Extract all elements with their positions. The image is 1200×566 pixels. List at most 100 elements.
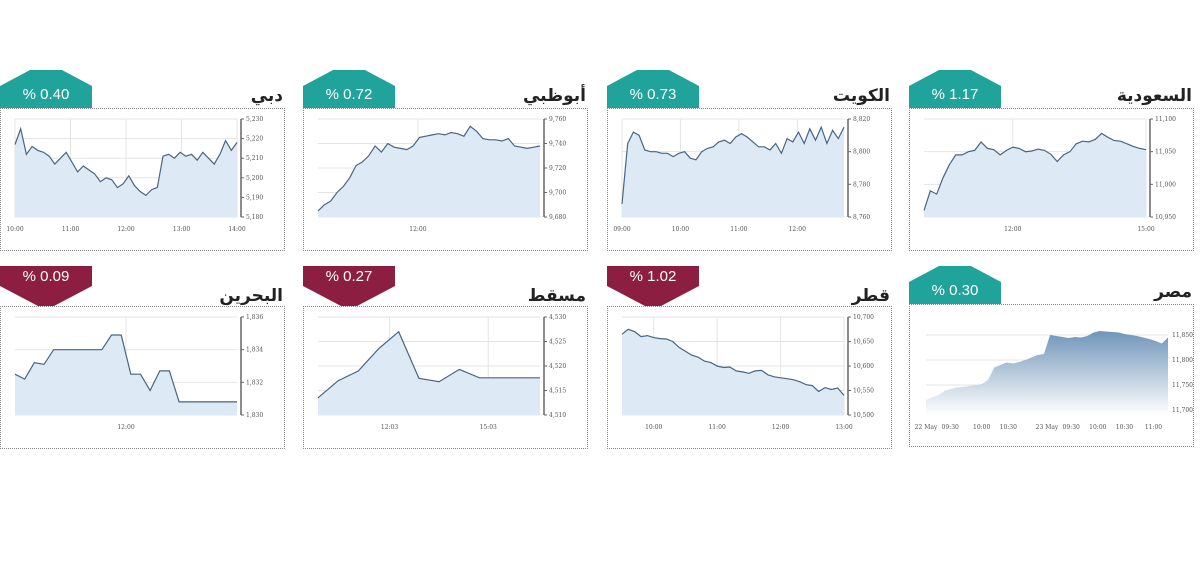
chart-panel-abudhabi: % 0.72 أبوظبي 12:00 9,760 9,740 9,720 9,700 9,6… <box>303 70 588 255</box>
y-tick-label: 11,000 <box>1155 181 1176 188</box>
change-badge: % 0.09 <box>0 266 92 306</box>
y-tick-label: 5,190 <box>246 194 263 201</box>
arrow-down-badge-shape <box>303 266 395 306</box>
x-tick-label: 15:00 <box>1137 226 1154 233</box>
series-line <box>621 125 845 204</box>
arrow-up-badge-shape <box>909 70 1001 108</box>
series-line <box>317 125 541 212</box>
y-tick-label: 10,650 <box>853 339 874 346</box>
y-tick-label: 10,500 <box>853 412 874 419</box>
chart-panel-qatar: % 1.02 قطر 10:00 11:00 12:00 13:00 10,700 10,65… <box>607 266 892 451</box>
chart-box: 10:00 11:00 12:00 13:00 14:00 5,230 5,220 5,210… <box>0 108 285 251</box>
change-badge: % 0.30 <box>909 266 1001 304</box>
change-badge: % 1.02 <box>607 266 699 306</box>
y-tick-label: 9,680 <box>549 214 566 221</box>
y-tick-label: 9,740 <box>549 141 566 148</box>
y-tick-label: 4,520 <box>549 363 566 370</box>
area-fill <box>318 331 540 415</box>
x-tick-label: 10:00 <box>645 424 662 431</box>
x-tick-label: 10:00 <box>973 424 990 431</box>
x-tick-label: 09:30 <box>1063 424 1080 431</box>
x-tick-label: 11:00 <box>708 424 725 431</box>
arrow-up-badge-shape <box>303 70 395 108</box>
arrow-up-badge-shape <box>909 266 1001 304</box>
series-line <box>317 330 540 399</box>
change-badge: % 0.72 <box>303 70 395 108</box>
y-tick-label: 11,100 <box>1155 116 1176 123</box>
y-tick-label: 11,050 <box>1155 149 1176 156</box>
series-line <box>923 132 1147 211</box>
area-fill <box>622 127 844 217</box>
x-tick-label: 14:00 <box>228 226 245 233</box>
x-tick-label: 12:00 <box>117 424 134 431</box>
market-title: مسقط <box>527 286 586 306</box>
x-tick-label: 10:30 <box>1116 424 1133 431</box>
x-tick-label: 12:00 <box>117 226 134 233</box>
area-fill <box>15 335 237 415</box>
change-percent: % 0.27 <box>325 268 373 285</box>
y-tick-label: 5,210 <box>246 155 263 162</box>
x-tick-label: 23 May <box>1036 424 1059 431</box>
chart-box: 12:00 15:00 11,100 11,050 11,000 10,950 <box>909 108 1194 251</box>
area-fill <box>622 329 844 415</box>
y-tick-label: 5,180 <box>246 214 263 221</box>
x-tick-label: 09:00 <box>613 226 630 233</box>
y-tick-label: 4,525 <box>549 339 566 346</box>
market-title: قطر <box>851 286 890 306</box>
x-tick-label: 13:00 <box>835 424 852 431</box>
x-tick-label: 15:03 <box>480 424 497 431</box>
y-tick-label: 1,836 <box>246 314 263 321</box>
area-fill <box>924 133 1146 217</box>
chart-panel-saudi: % 1.17 السعودية 12:00 15:00 11,100 11,050 11,0… <box>909 70 1194 255</box>
chart-box: 12:00 1,836 1,834 1,832 1,830 <box>0 306 285 449</box>
y-tick-label: 10,550 <box>853 388 874 395</box>
y-tick-label: 10,950 <box>1155 214 1176 221</box>
y-tick-label: 5,200 <box>246 175 263 182</box>
market-title: السعودية <box>1116 86 1192 106</box>
y-tick-label: 11,800 <box>1172 357 1193 364</box>
change-percent: % 0.72 <box>325 86 373 103</box>
chart-panel-bahrain: % 0.09 البحرين 12:00 1,836 1,834 1,832 1,830 <box>0 266 285 451</box>
y-tick-label: 1,830 <box>246 412 263 419</box>
y-tick-label: 4,530 <box>549 314 566 321</box>
x-tick-label: 12:00 <box>772 424 789 431</box>
series-line <box>14 334 237 403</box>
change-badge: % 0.40 <box>0 70 92 108</box>
y-tick-label: 9,720 <box>549 165 566 172</box>
x-tick-label: 12:03 <box>381 424 398 431</box>
y-tick-label: 4,510 <box>549 412 566 419</box>
arrow-up-badge-shape <box>607 70 699 108</box>
change-percent: % 0.09 <box>22 268 70 285</box>
chart-box: 10:00 11:00 12:00 13:00 10,700 10,650 10,600 10… <box>607 306 892 449</box>
y-tick-label: 5,230 <box>246 116 263 123</box>
y-tick-label: 10,700 <box>853 314 874 321</box>
x-tick-label: 22 May <box>915 424 938 431</box>
x-tick-label: 10:00 <box>672 226 689 233</box>
arrow-down-badge-shape <box>607 266 699 306</box>
y-tick-label: 11,700 <box>1172 407 1193 414</box>
x-tick-label: 10:30 <box>1000 424 1017 431</box>
market-title: مصر <box>1154 282 1192 302</box>
change-percent: % 0.30 <box>931 282 979 299</box>
y-tick-label: 11,750 <box>1172 382 1193 389</box>
market-title: أبوظبي <box>522 86 586 106</box>
series-line <box>621 328 845 396</box>
x-tick-label: 10:00 <box>1089 424 1106 431</box>
change-badge: % 1.17 <box>909 70 1001 108</box>
market-title: البحرين <box>219 286 283 306</box>
y-tick-label: 8,800 <box>853 149 870 156</box>
x-tick-label: 09:30 <box>942 424 959 431</box>
x-tick-label: 12:00 <box>789 226 806 233</box>
series-line <box>14 126 238 197</box>
chart-box: 12:00 9,760 9,740 9,720 9,700 9,680 <box>303 108 588 251</box>
y-tick-label: 11,850 <box>1172 332 1193 339</box>
x-tick-label: 10:00 <box>6 226 23 233</box>
x-tick-label: 13:00 <box>173 226 190 233</box>
y-tick-label: 5,220 <box>246 136 263 143</box>
y-tick-label: 4,515 <box>549 388 566 395</box>
chart-panel-dubai: % 0.40 دبي 10:00 11:00 12:00 13:00 14:00 5,230 5… <box>0 70 285 255</box>
x-tick-label: 11:00 <box>730 226 747 233</box>
arrow-down-badge-shape <box>0 266 92 306</box>
area-fill <box>318 126 540 217</box>
x-tick-label: 12:00 <box>409 226 426 233</box>
